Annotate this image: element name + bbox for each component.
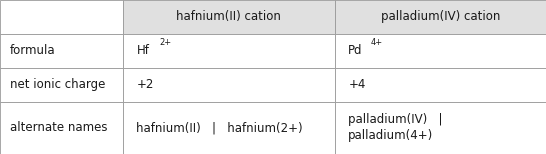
Bar bbox=[335, 34, 546, 68]
Text: hafnium(II)   |   hafnium(2+): hafnium(II) | hafnium(2+) bbox=[136, 121, 303, 134]
Text: palladium(4+): palladium(4+) bbox=[348, 129, 434, 142]
Text: hafnium(II) cation: hafnium(II) cation bbox=[176, 10, 281, 23]
Bar bbox=[123, 0, 335, 34]
Bar bbox=[123, 34, 335, 68]
Text: alternate names: alternate names bbox=[10, 121, 108, 134]
Text: formula: formula bbox=[10, 44, 56, 57]
Text: net ionic charge: net ionic charge bbox=[10, 78, 105, 91]
Text: Hf: Hf bbox=[136, 44, 150, 57]
Bar bbox=[0, 68, 123, 102]
Bar bbox=[123, 102, 335, 154]
Bar bbox=[0, 102, 123, 154]
Bar bbox=[335, 68, 546, 102]
Text: +4: +4 bbox=[348, 78, 366, 91]
Bar bbox=[123, 68, 335, 102]
Text: Pd: Pd bbox=[348, 44, 363, 57]
Text: palladium(IV)   |: palladium(IV) | bbox=[348, 113, 443, 126]
Bar bbox=[0, 0, 123, 34]
Bar bbox=[335, 102, 546, 154]
Text: 2+: 2+ bbox=[159, 38, 171, 47]
Text: palladium(IV) cation: palladium(IV) cation bbox=[381, 10, 500, 23]
Text: 4+: 4+ bbox=[370, 38, 382, 47]
Text: +2: +2 bbox=[136, 78, 154, 91]
Bar bbox=[0, 34, 123, 68]
Bar bbox=[335, 0, 546, 34]
